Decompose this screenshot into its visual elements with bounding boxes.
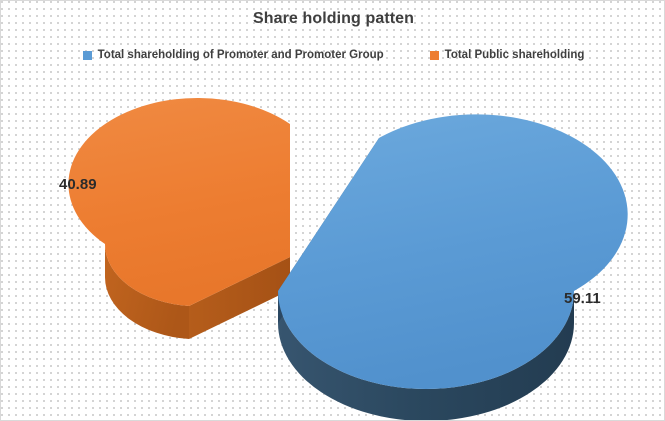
pie-slice-promoter-top	[278, 114, 628, 389]
legend-item-promoter[interactable]: Total shareholding of Promoter and Promo…	[82, 49, 384, 61]
data-label-public: 40.89	[59, 176, 97, 193]
chart-legend: Total shareholding of Promoter and Promo…	[1, 49, 664, 61]
legend-item-public[interactable]: Total Public shareholding	[429, 49, 585, 61]
pie-slice-promoter-3d-body[interactable]	[278, 114, 628, 421]
data-label-promoter: 59.11	[564, 290, 601, 307]
pie-slice-public-side-front	[189, 257, 290, 339]
legend-label-public: Total Public shareholding	[444, 49, 585, 61]
chart-title: Share holding patten	[252, 10, 415, 27]
legend-square-marker-promoter	[82, 50, 92, 60]
legend-square-marker-public	[429, 50, 439, 60]
legend-label-promoter: Total shareholding of Promoter and Promo…	[97, 49, 384, 61]
pie-slice-promoter-side-arc	[278, 291, 574, 420]
pie-slice-public-3d-body[interactable]	[68, 97, 290, 339]
pie-slice-public-top	[68, 97, 290, 306]
pie-slice-public-side-left	[104, 244, 189, 339]
